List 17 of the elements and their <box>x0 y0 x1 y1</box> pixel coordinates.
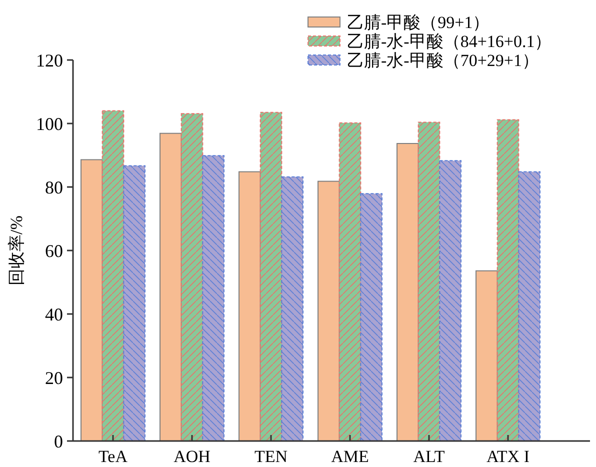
y-tick-label: 0 <box>54 431 63 452</box>
legend-label: 乙腈-水-甲酸（70+29+1） <box>347 50 539 70</box>
y-tick-label: 80 <box>45 177 63 198</box>
x-tick-label: ATX I <box>486 447 530 466</box>
x-tick-label: AME <box>331 447 369 466</box>
x-tick-label: TeA <box>98 447 128 466</box>
x-tick-label: AOH <box>174 447 210 466</box>
y-tick-label: 100 <box>36 114 63 134</box>
y-tick-label: 60 <box>45 240 63 261</box>
y-tick-label: 40 <box>45 304 63 324</box>
legend-label: 乙腈-甲酸（99+1） <box>347 12 490 32</box>
x-tick-label: ALT <box>413 447 446 466</box>
y-axis-title: 回收率/% <box>7 216 26 286</box>
y-tick-label: 20 <box>45 368 63 388</box>
x-tick-label: TEN <box>254 447 288 466</box>
y-tick-label: 120 <box>36 50 63 70</box>
legend-label: 乙腈-水-甲酸（84+16+0.1） <box>347 32 552 51</box>
